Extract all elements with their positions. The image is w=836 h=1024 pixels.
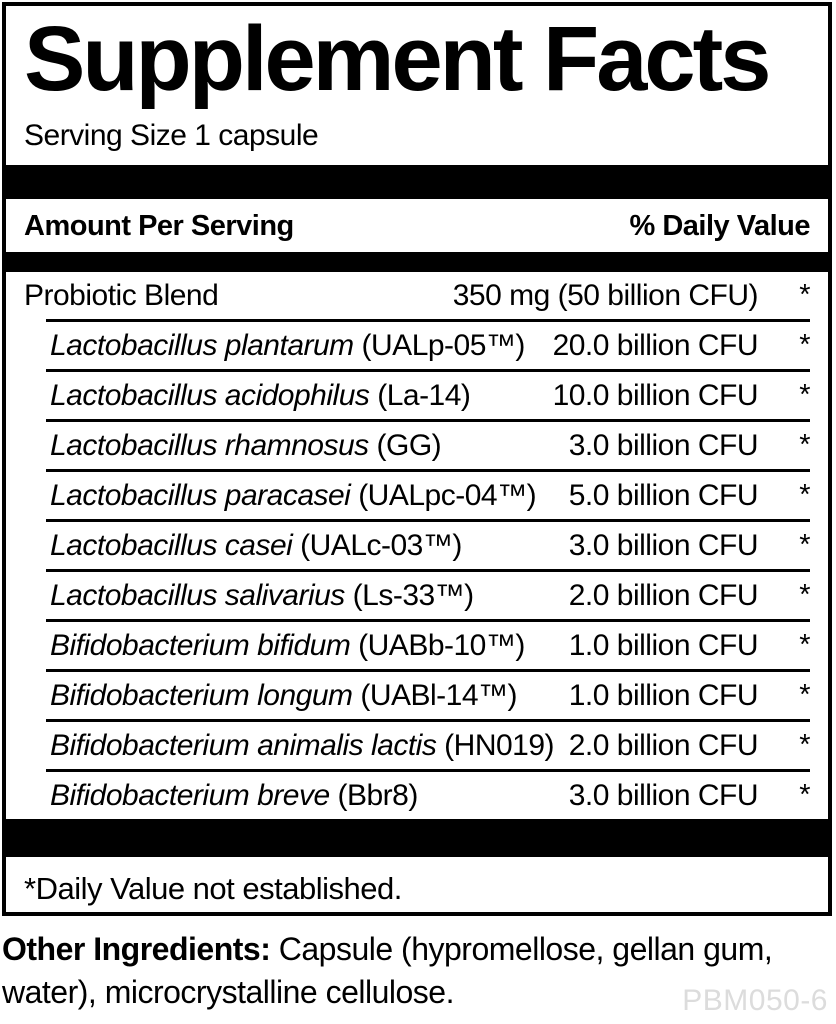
ingredient-amount: 3.0 billion CFU (568, 528, 759, 562)
ingredient-daily-value: * (799, 429, 810, 462)
table-row-blend: Probiotic Blend 350 mg (50 billion CFU) … (24, 272, 811, 319)
ingredient-daily-value: * (799, 729, 810, 762)
blend-daily-value: * (799, 279, 810, 312)
ingredient-amount: 1.0 billion CFU (568, 628, 759, 662)
row-divider (46, 369, 810, 373)
table-header-row: Amount Per Serving % Daily Value (24, 199, 810, 252)
ingredient-daily-value: * (799, 529, 810, 562)
ingredient-daily-value: * (799, 479, 810, 512)
ingredient-amount: 3.0 billion CFU (568, 778, 759, 812)
table-row: Lactobacillus salivarius (Ls-33™) 2.0 bi… (24, 572, 811, 619)
divider-bar-thick-top (6, 165, 828, 200)
row-divider (46, 419, 810, 423)
row-divider (46, 319, 810, 323)
ingredient-name: Lactobacillus plantarum (UALp-05™) (50, 328, 525, 362)
ingredient-daily-value: * (799, 579, 810, 612)
amount-per-serving-label: Amount Per Serving (24, 210, 294, 243)
ingredient-name: Bifidobacterium bifidum (UABb-10™) (50, 628, 525, 662)
divider-bar-thick-bottom (6, 819, 828, 858)
daily-value-footnote: *Daily Value not established. (24, 871, 402, 907)
table-row: Lactobacillus paracasei (UALpc-04™) 5.0 … (24, 472, 811, 519)
table-row: Lactobacillus acidophilus (La-14) 10.0 b… (24, 372, 811, 419)
row-divider (46, 619, 810, 623)
table-row: Lactobacillus plantarum (UALp-05™) 20.0 … (24, 322, 811, 369)
ingredient-table: Probiotic Blend 350 mg (50 billion CFU) … (24, 272, 811, 819)
other-ingredients-list: Capsule (hypromellose, gellan gum, water… (2, 931, 773, 1010)
divider-bar-header (6, 252, 828, 273)
table-row: Lactobacillus casei (UALc-03™) 3.0 billi… (24, 522, 811, 569)
ingredient-daily-value: * (799, 679, 810, 712)
row-divider (46, 569, 810, 573)
row-divider (46, 519, 810, 523)
ingredient-name: Bifidobacterium longum (UABl-14™) (50, 678, 518, 712)
daily-value-label: % Daily Value (629, 210, 811, 243)
table-row: Bifidobacterium longum (UABl-14™) 1.0 bi… (24, 672, 811, 719)
ingredient-amount: 20.0 billion CFU (552, 328, 759, 362)
table-row: Bifidobacterium animalis lactis (HN019) … (24, 722, 811, 769)
blend-name: Probiotic Blend (24, 278, 219, 312)
ingredient-name: Lactobacillus rhamnosus (GG) (50, 428, 442, 462)
serving-size-text: Serving Size 1 capsule (24, 119, 319, 153)
ingredient-daily-value: * (799, 329, 810, 362)
ingredient-daily-value: * (799, 629, 810, 662)
row-divider (46, 719, 810, 723)
blend-amount: 350 mg (50 billion CFU) (452, 278, 759, 312)
other-ingredients-text: Other Ingredients: Capsule (hypromellose… (2, 928, 792, 1013)
ingredient-name: Lactobacillus salivarius (Ls-33™) (50, 578, 474, 612)
ingredient-daily-value: * (799, 379, 810, 412)
product-code: PBM050-6 (682, 984, 828, 1017)
row-divider (46, 669, 810, 673)
supplement-facts-title: Supplement Facts (24, 8, 771, 110)
ingredient-name: Lactobacillus casei (UALc-03™) (50, 528, 462, 562)
ingredient-amount: 5.0 billion CFU (568, 478, 759, 512)
ingredient-amount: 2.0 billion CFU (568, 728, 759, 762)
row-divider (46, 469, 810, 473)
ingredient-amount: 10.0 billion CFU (552, 378, 759, 412)
supplement-facts-panel: Supplement Facts Serving Size 1 capsule … (2, 2, 832, 916)
row-divider (46, 769, 810, 773)
ingredient-name: Lactobacillus acidophilus (La-14) (50, 378, 471, 412)
table-row: Bifidobacterium breve (Bbr8) 3.0 billion… (24, 772, 811, 819)
table-row: Lactobacillus rhamnosus (GG) 3.0 billion… (24, 422, 811, 469)
ingredient-amount: 1.0 billion CFU (568, 678, 759, 712)
ingredient-daily-value: * (799, 779, 810, 812)
ingredient-name: Lactobacillus paracasei (UALpc-04™) (50, 478, 537, 512)
ingredient-amount: 2.0 billion CFU (568, 578, 759, 612)
ingredient-amount: 3.0 billion CFU (568, 428, 759, 462)
table-row: Bifidobacterium bifidum (UABb-10™) 1.0 b… (24, 622, 811, 669)
ingredient-name: Bifidobacterium breve (Bbr8) (50, 778, 418, 812)
other-ingredients-label: Other Ingredients: (2, 931, 271, 967)
ingredient-name: Bifidobacterium animalis lactis (HN019) (50, 728, 555, 762)
